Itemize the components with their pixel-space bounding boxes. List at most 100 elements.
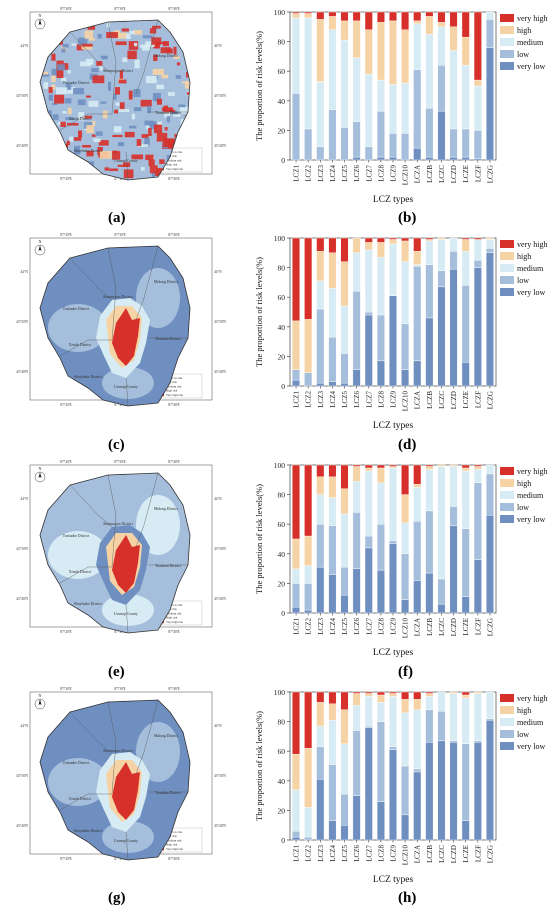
risk-patch xyxy=(61,77,67,82)
bar-segment xyxy=(340,237,349,262)
risk-patch xyxy=(87,24,96,30)
risk-patch xyxy=(51,68,59,76)
north-arrow-icon xyxy=(38,699,42,705)
risk-patch xyxy=(159,159,165,164)
bar-segment xyxy=(473,79,482,87)
x-tick-label: LCZE xyxy=(462,618,470,636)
bar-segment xyxy=(340,11,349,22)
lon-tick-label: 87°40'E xyxy=(168,233,180,237)
lat-tick-label: 43°40'N xyxy=(16,824,28,828)
bar-segment xyxy=(328,476,337,498)
bar-segment xyxy=(437,65,446,112)
legend-label: high xyxy=(517,479,531,488)
bar-segment xyxy=(292,93,301,161)
bar-segment xyxy=(376,721,385,802)
risk-patch xyxy=(67,70,71,74)
lat-tick-label: 43°50'N xyxy=(16,547,28,551)
risk-patch xyxy=(166,116,171,123)
lat-tick-label: 44°N xyxy=(214,270,222,274)
risk-patch xyxy=(163,138,175,148)
bar-segment xyxy=(364,547,373,614)
risk-area xyxy=(136,268,180,328)
risk-patch xyxy=(129,30,135,35)
bar-segment xyxy=(449,740,458,743)
map-legend-label: Very high risk xyxy=(166,167,183,171)
bar-segment xyxy=(328,237,337,254)
bar-segment xyxy=(401,494,410,523)
bar-segment xyxy=(437,464,446,467)
bar-segment xyxy=(401,11,410,30)
risk-patch xyxy=(80,61,92,67)
x-tick-label: LCZ2 xyxy=(305,391,313,408)
lat-tick-label: 43°40'N xyxy=(214,597,226,601)
lon-tick-label: 87°30'E xyxy=(114,687,126,691)
bar-segment xyxy=(413,251,422,265)
bar-segment xyxy=(413,521,422,581)
bar-segment xyxy=(437,22,446,28)
risk-patch xyxy=(52,103,58,106)
risk-patch xyxy=(131,113,136,120)
x-tick-label: LCZG xyxy=(486,845,494,863)
district-boundary xyxy=(59,566,112,584)
bar-segment xyxy=(425,693,434,697)
x-tick-label: LCZ5 xyxy=(341,845,349,862)
bar-segment xyxy=(425,466,434,470)
district-label: Urumqi County xyxy=(114,612,138,616)
x-axis-label: LCZ types xyxy=(373,875,414,885)
bar-segment xyxy=(389,237,397,240)
north-label: N xyxy=(39,239,42,244)
bar-segment xyxy=(376,79,385,112)
y-tick-label: 20 xyxy=(278,352,286,361)
risk-patch xyxy=(86,125,94,134)
y-tick-label: 80 xyxy=(278,38,286,47)
risk-patch xyxy=(78,37,88,46)
risk-patch xyxy=(127,50,137,60)
bar-segment xyxy=(413,147,422,161)
district-label: Toutunhe District xyxy=(63,81,91,85)
x-tick-label: LCZC xyxy=(438,391,446,409)
bar-segment xyxy=(292,11,301,14)
bar-segment xyxy=(292,606,301,614)
x-tick-label: LCZ4 xyxy=(329,618,337,635)
bar-segment xyxy=(413,464,422,485)
lon-tick-label: 87°30'E xyxy=(114,403,126,407)
x-tick-label: LCZ10 xyxy=(402,845,410,866)
bar-segment xyxy=(352,466,361,482)
bar-segment xyxy=(461,691,470,696)
risk-patch xyxy=(149,165,158,174)
bar-segment xyxy=(461,743,470,821)
bar-segment xyxy=(389,543,397,614)
bar-segment xyxy=(376,314,385,362)
bar-segment xyxy=(376,694,385,703)
risk-patch xyxy=(148,127,152,137)
risk-patch xyxy=(118,79,127,84)
bar-segment xyxy=(449,156,458,161)
bar-segment xyxy=(413,264,422,267)
risk-patch xyxy=(151,37,162,45)
y-tick-label: 0 xyxy=(281,156,285,165)
map-legend-label: Very low risk xyxy=(166,150,183,154)
bar-segment xyxy=(364,242,373,251)
risk-patch xyxy=(163,105,168,110)
bar-segment xyxy=(389,133,397,158)
bar-segment xyxy=(461,36,470,66)
x-tick-label: LCZ3 xyxy=(317,391,325,408)
north-arrow-icon xyxy=(38,19,42,25)
bar-segment xyxy=(376,523,385,571)
risk-patch xyxy=(54,94,65,104)
x-axis-label: LCZ types xyxy=(373,648,414,658)
bar-segment xyxy=(389,691,397,694)
bar-segment xyxy=(304,565,313,584)
risk-patch xyxy=(118,109,130,113)
map-legend-label: Very low risk xyxy=(166,603,183,607)
bar-segment xyxy=(352,121,361,158)
chart-d: 0 20 40 60 80 100 LCZ1 LCZ2 LCZ3 LCZ4 LCZ5 LCZ6 LCZ7… xyxy=(248,228,548,438)
bar-segment xyxy=(304,17,313,130)
lat-tick-label: 44°N xyxy=(214,497,222,501)
x-tick-label: LCZ6 xyxy=(353,165,361,182)
district-boundary xyxy=(125,377,129,407)
risk-patch xyxy=(109,168,119,172)
legend-swatch xyxy=(500,742,514,750)
risk-patch xyxy=(145,154,154,161)
x-tick-label: LCZ2 xyxy=(305,165,313,182)
